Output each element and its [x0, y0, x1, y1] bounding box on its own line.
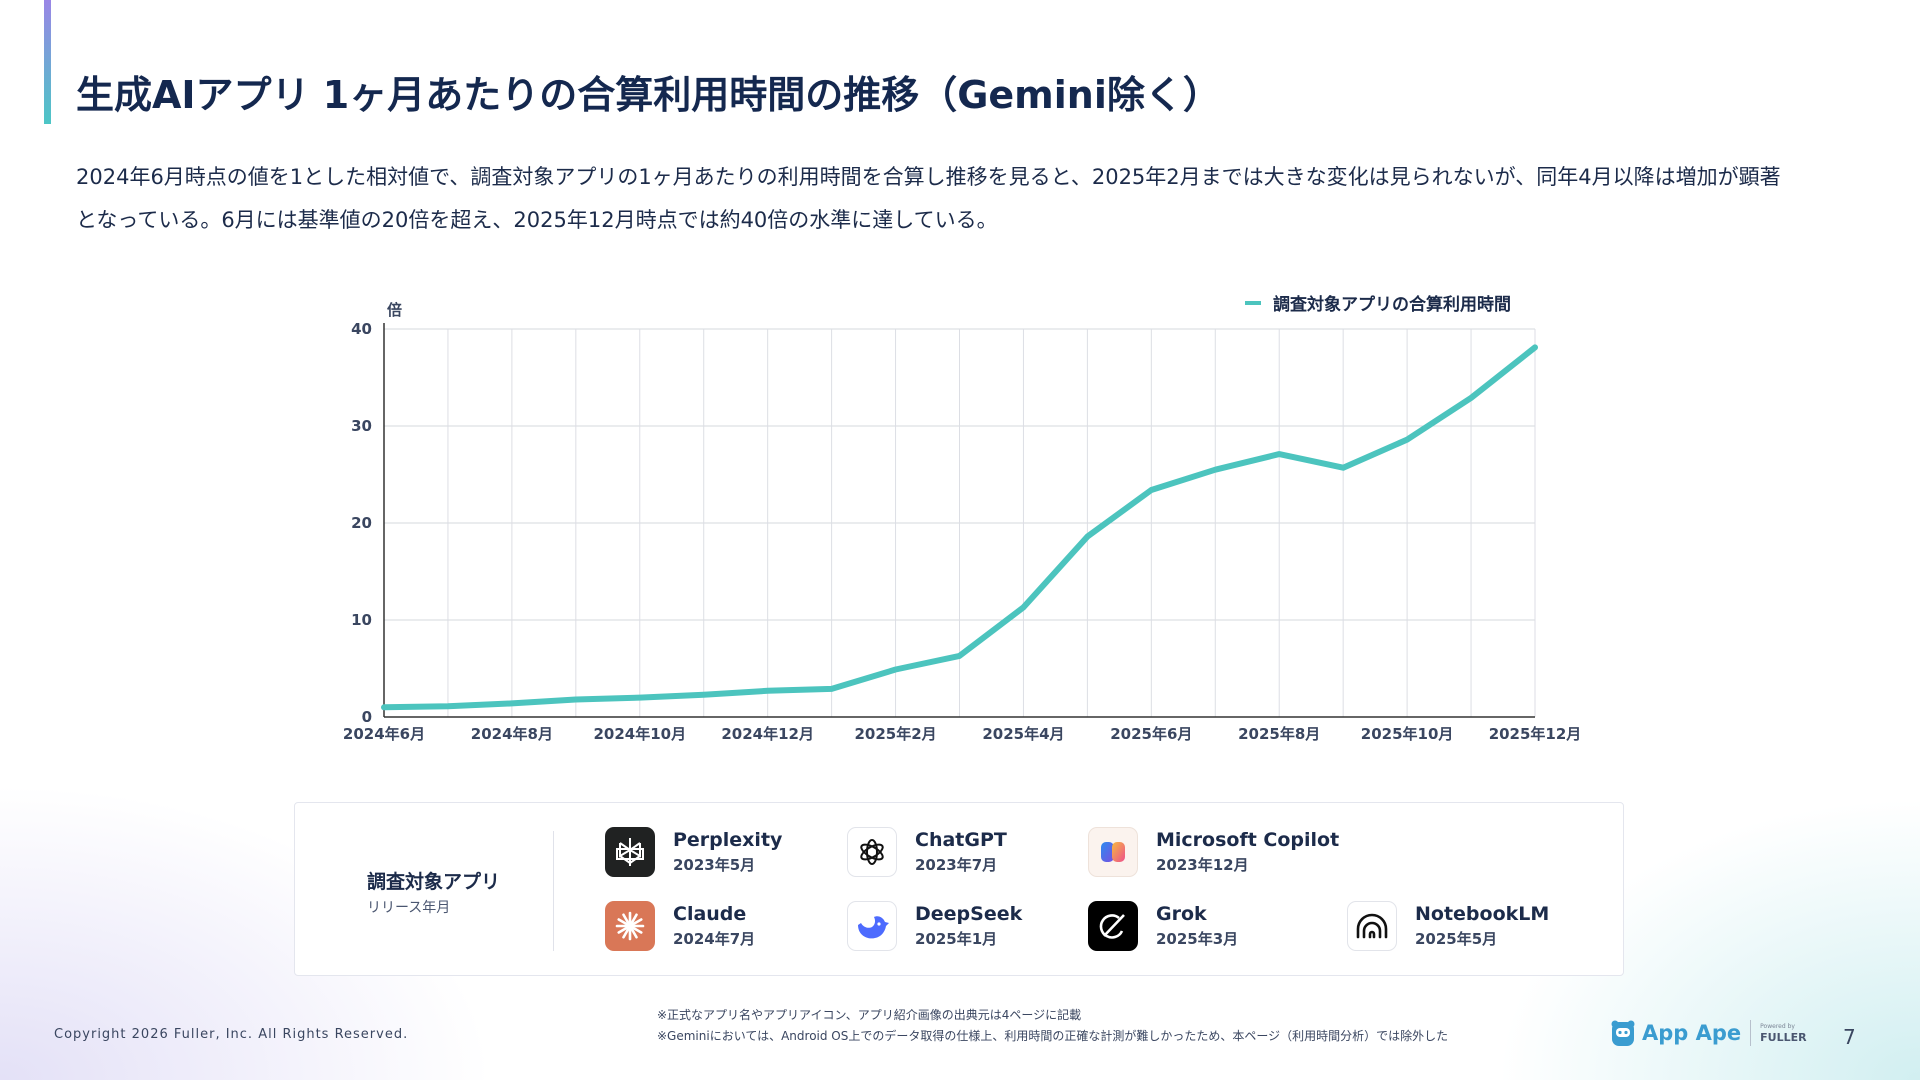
x-tick-label: 2025年12月: [1489, 725, 1582, 743]
app-name: NotebookLM: [1415, 903, 1550, 925]
app-release-date: 2025年1月: [915, 930, 998, 948]
powered-by-label: Powered by: [1760, 1022, 1795, 1030]
y-tick-label: 0: [362, 708, 372, 726]
app-item-perplexity: Perplexity 2023年5月: [605, 827, 782, 877]
app-release-date: 2023年7月: [915, 856, 998, 874]
x-tick-label: 2024年12月: [721, 725, 814, 743]
perplexity-icon: [605, 827, 655, 877]
app-release-date: 2024年7月: [673, 930, 756, 948]
powered-by: Powered by FULLER: [1760, 1022, 1807, 1044]
brand-name: App Ape: [1642, 1021, 1742, 1045]
x-tick-label: 2024年6月: [343, 725, 425, 743]
page-number: 7: [1843, 1025, 1856, 1049]
app-name: ChatGPT: [915, 829, 1007, 851]
brand-separator: [1750, 1020, 1752, 1046]
page-description: 2024年6月時点の値を1とした相対値で、調査対象アプリの1ヶ月あたりの利用時間…: [76, 165, 1781, 232]
app-name: Claude: [673, 903, 747, 925]
x-tick-label: 2025年6月: [1110, 725, 1192, 743]
x-tick-label: 2025年8月: [1238, 725, 1320, 743]
y-tick-label: 20: [351, 514, 372, 532]
app-ape-icon: [1611, 1020, 1635, 1046]
copilot-icon: [1088, 827, 1138, 877]
powered-by-name: FULLER: [1760, 1030, 1807, 1044]
deepseek-icon: [847, 901, 897, 951]
chart-series: [381, 344, 1538, 711]
grok-icon: [1088, 901, 1138, 951]
title-accent-bar: [44, 0, 51, 124]
x-tick-label: 2025年10月: [1361, 725, 1454, 743]
app-release-date: 2023年12月: [1156, 856, 1249, 874]
apps-panel: 調査対象アプリ リリース年月 Perplexity 2023年5月: [294, 802, 1624, 976]
chart-grid: [384, 328, 1536, 717]
x-tick-label: 2025年2月: [854, 725, 936, 743]
app-release-date: 2025年5月: [1415, 930, 1498, 948]
app-release-date: 2025年3月: [1156, 930, 1239, 948]
chatgpt-icon: [847, 827, 897, 877]
app-name: DeepSeek: [915, 903, 1023, 925]
legend-label: 調査対象アプリの合算利用時間: [1273, 295, 1511, 315]
y-axis-label: 倍: [387, 301, 402, 319]
app-item-notebooklm: NotebookLM 2025年5月: [1347, 901, 1549, 951]
y-tick-label: 30: [351, 417, 372, 435]
apps-heading: 調査対象アプリ リリース年月: [367, 867, 500, 917]
x-tick-labels: 2024年6月 2024年8月 2024年10月 2024年12月 2025年2月 202…: [343, 725, 1581, 743]
y-tick-label: 10: [351, 611, 372, 629]
app-name: Microsoft Copilot: [1156, 829, 1340, 851]
app-name: Perplexity: [673, 829, 783, 851]
copyright-text: Copyright 2026 Fuller, Inc. All Rights R…: [54, 1027, 409, 1042]
footnotes: ※正式なアプリ名やアプリアイコン、アプリ紹介画像の出典元は4ページに記載 ※Ge…: [657, 1005, 1448, 1047]
footnote-source: ※正式なアプリ名やアプリアイコン、アプリ紹介画像の出典元は4ページに記載: [657, 1008, 1082, 1022]
apps-panel-title: 調査対象アプリ: [367, 871, 501, 893]
y-tick-label: 40: [351, 320, 372, 338]
x-tick-label: 2024年8月: [471, 725, 553, 743]
y-tick-labels: 0 10 20 30 40: [351, 320, 372, 726]
chart-axes: [383, 323, 1535, 718]
apps-divider: [553, 831, 554, 951]
app-item-chatgpt: ChatGPT 2023年7月: [847, 827, 1007, 877]
series-line: [381, 344, 1538, 711]
legend-swatch: [1245, 300, 1261, 305]
claude-icon: [605, 901, 655, 951]
apps-panel-subtitle: リリース年月: [367, 900, 451, 916]
app-name: Grok: [1156, 903, 1207, 925]
x-tick-label: 2025年4月: [982, 725, 1064, 743]
chart-legend: 調査対象アプリの合算利用時間: [1245, 290, 1511, 315]
page-title: 生成AIアプリ 1ヶ月あたりの合算利用時間の推移（Gemini除く）: [76, 73, 1221, 117]
line-chart: 倍 0 10 20 30 40 2024年6月 2024年8月 2024年10月 2024年1…: [343, 301, 1581, 743]
footnote-gemini: ※Geminiにおいては、Android OS上でのデータ取得の仕様上、利用時間…: [657, 1029, 1449, 1043]
x-tick-label: 2024年10月: [593, 725, 686, 743]
app-item-deepseek: DeepSeek 2025年1月: [847, 901, 1022, 951]
brand-logo: App Ape Powered by FULLER: [1610, 1018, 1807, 1048]
notebooklm-icon: [1347, 901, 1397, 951]
app-release-date: 2023年5月: [673, 856, 756, 874]
app-item-claude: Claude 2024年7月: [605, 901, 755, 951]
app-item-microsoft-copilot: Microsoft Copilot 2023年12月: [1088, 827, 1339, 877]
app-item-grok: Grok 2025年3月: [1088, 901, 1238, 951]
